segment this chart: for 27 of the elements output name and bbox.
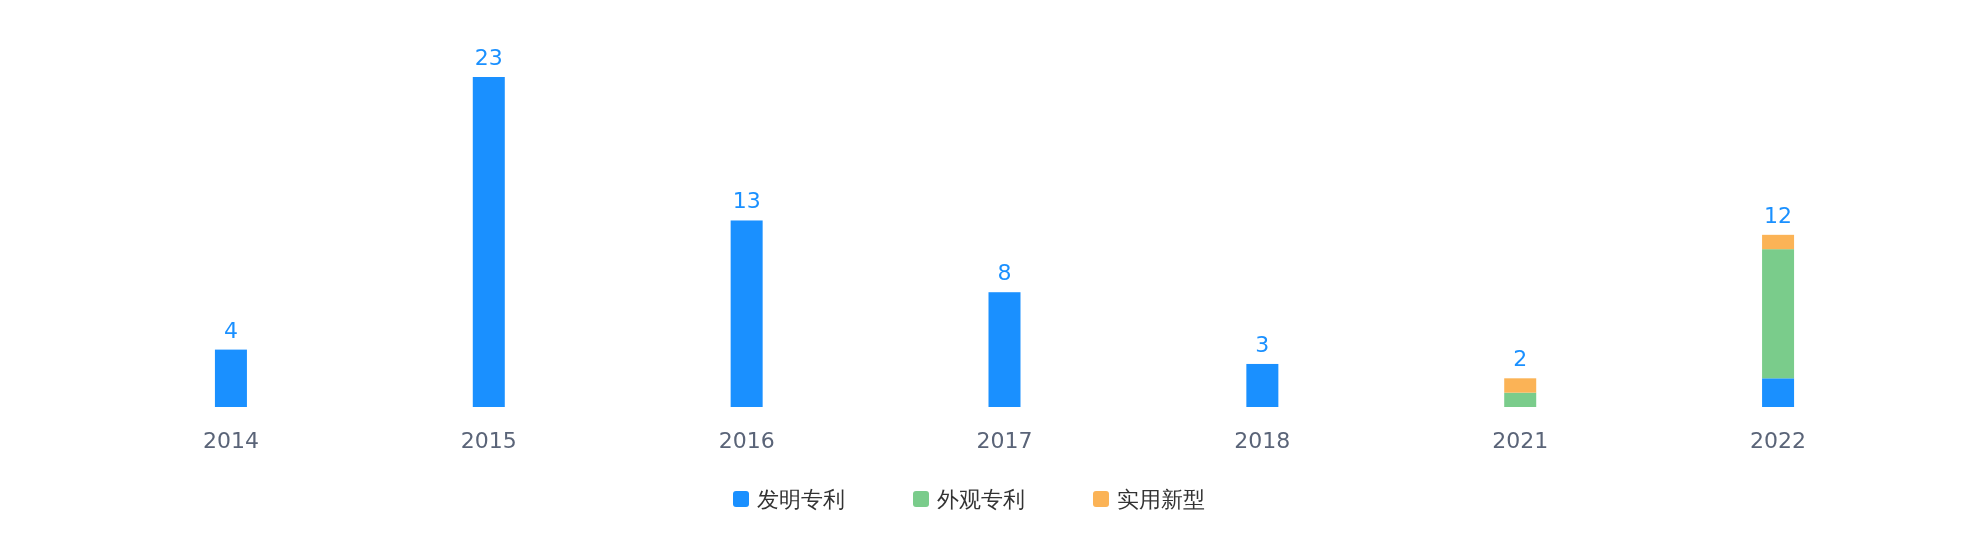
data-label: 4 [223,317,238,343]
legend-label: 实用新型 [1117,487,1205,512]
bar [988,292,1021,407]
bar [1504,378,1537,393]
bar [1762,378,1795,407]
bar [1762,234,1795,250]
x-tick-label: 2016 [718,428,775,453]
x-tick-label: 2017 [976,428,1033,453]
bar [214,349,247,407]
total-label: 12 [1764,202,1793,228]
legend-label: 发明专利 [757,487,845,512]
legend-label: 外观专利 [937,487,1025,512]
bar [1762,249,1795,379]
data-label: 8 [997,260,1012,286]
data-label: 3 [1255,331,1270,357]
x-tick-label: 2014 [202,428,259,453]
bar [730,220,763,407]
bar [1504,392,1537,407]
bar [1246,363,1279,407]
x-tick-label: 2021 [1492,428,1549,453]
data-label: 23 [474,45,503,70]
bar [472,77,505,407]
total-label: 2 [1513,346,1528,372]
data-label: 13 [732,188,761,214]
x-tick-label: 2022 [1750,428,1807,453]
x-tick-label: 2018 [1234,428,1291,453]
x-tick-label: 2015 [460,428,517,453]
